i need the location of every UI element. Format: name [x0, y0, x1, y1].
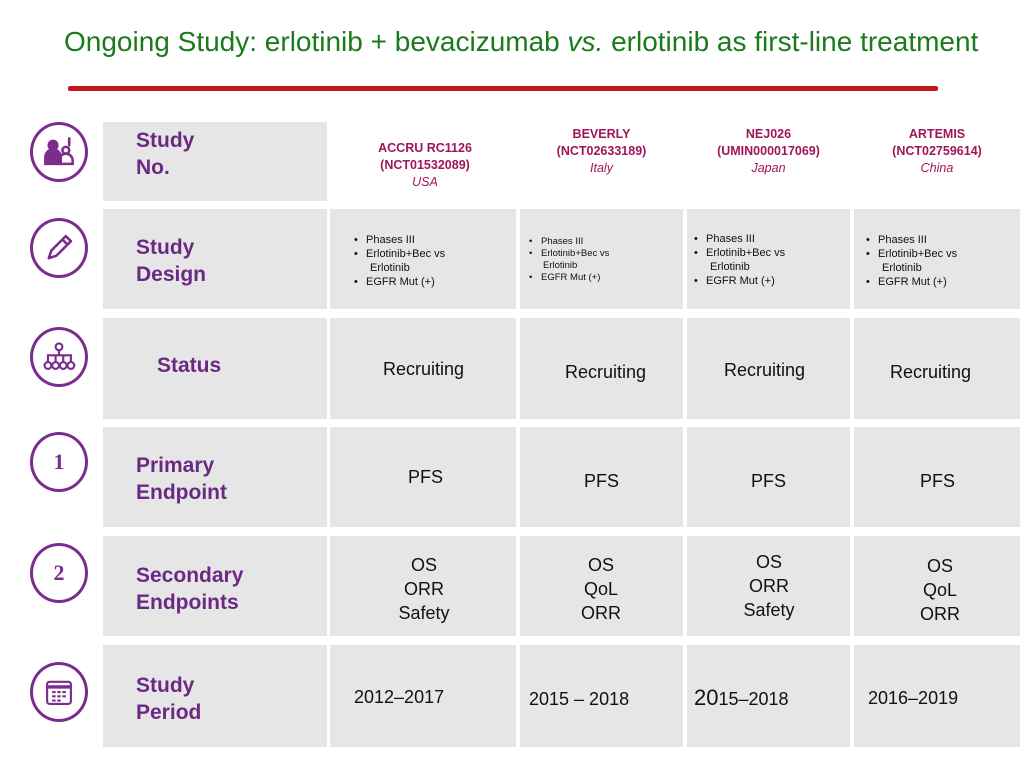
number-one-icon: 1: [30, 432, 88, 492]
doctor-patient-icon: [30, 122, 88, 182]
status-value: Recruiting: [890, 362, 972, 382]
secondary-endpoints-value: OS QoL ORR: [920, 556, 960, 624]
status-cell: [854, 318, 1020, 419]
study-period-value: 2015–2018: [694, 685, 789, 710]
study-design-list: Phases III Erlotinib+Bec vs Erlotinib EG…: [864, 233, 957, 289]
study-header-beverly: BEVERLY (NCT02633189) Italy: [556, 127, 647, 175]
primary-endpoint-value: PFS: [584, 471, 620, 491]
secondary-cell: [330, 536, 516, 636]
primary-label-cell: [103, 427, 327, 527]
primary-cell: [687, 427, 850, 527]
row-label-study-period: Study Period: [136, 674, 202, 724]
study-header-accru: ACCRU RC1126 (NCT01532089) USA: [378, 141, 472, 189]
title-underline: [68, 86, 938, 91]
status-cell: [520, 318, 683, 419]
status-cell: [330, 318, 516, 419]
period-cell: [854, 645, 1020, 747]
secondary-cell: [520, 536, 683, 636]
calendar-icon: [30, 662, 88, 722]
status-value: Recruiting: [724, 360, 806, 380]
study-period-value: 2015 – 2018: [529, 689, 630, 709]
secondary-cell: [854, 536, 1020, 636]
row-label-secondary-endpoints: Secondary Endpoints: [136, 564, 244, 614]
primary-endpoint-value: PFS: [751, 471, 787, 491]
network-hierarchy-icon: [30, 327, 88, 387]
study-period-value: 2016–2019: [868, 688, 959, 708]
period-cell: [330, 645, 516, 747]
study-no-label-cell: [103, 122, 327, 201]
secondary-endpoints-value: OS QoL ORR: [581, 555, 621, 623]
page-title: Ongoing Study: erlotinib + bevacizumab v…: [64, 26, 979, 57]
row-label-status: Status: [157, 354, 222, 377]
primary-cell: [520, 427, 683, 527]
primary-cell: [330, 427, 516, 527]
row-label-primary-endpoint: Primary Endpoint: [136, 454, 227, 504]
period-cell: [520, 645, 683, 747]
study-header-artemis: ARTEMIS (NCT02759614) China: [892, 127, 982, 175]
primary-endpoint-value: PFS: [408, 467, 444, 487]
period-label-cell: [103, 645, 327, 747]
status-label-cell: [103, 318, 327, 419]
row-label-study-no: Study No.: [136, 129, 195, 179]
study-design-list: Phases III Erlotinib+Bec vs Erlotinib EG…: [527, 236, 609, 284]
status-value: Recruiting: [383, 359, 465, 379]
row-label-study-design: Study Design: [136, 236, 207, 286]
study-header-nej026: NEJ026 (UMIN000017069) Japan: [717, 127, 820, 175]
period-cell: [687, 645, 850, 747]
status-cell: [687, 318, 850, 419]
study-period-value: 2012–2017: [354, 687, 445, 707]
pencil-icon: [30, 218, 88, 278]
secondary-endpoints-value: OS ORR Safety: [398, 555, 450, 623]
study-design-list: Phases III Erlotinib+Bec vs Erlotinib EG…: [352, 233, 445, 289]
secondary-endpoints-value: OS ORR Safety: [743, 552, 795, 620]
secondary-label-cell: [103, 536, 327, 636]
design-label-cell: [103, 209, 327, 309]
primary-cell: [854, 427, 1020, 527]
number-two-icon: 2: [30, 543, 88, 603]
study-design-list: Phases III Erlotinib+Bec vs Erlotinib EG…: [692, 232, 785, 288]
status-value: Recruiting: [565, 362, 647, 382]
primary-endpoint-value: PFS: [920, 471, 956, 491]
secondary-cell: [687, 536, 850, 636]
